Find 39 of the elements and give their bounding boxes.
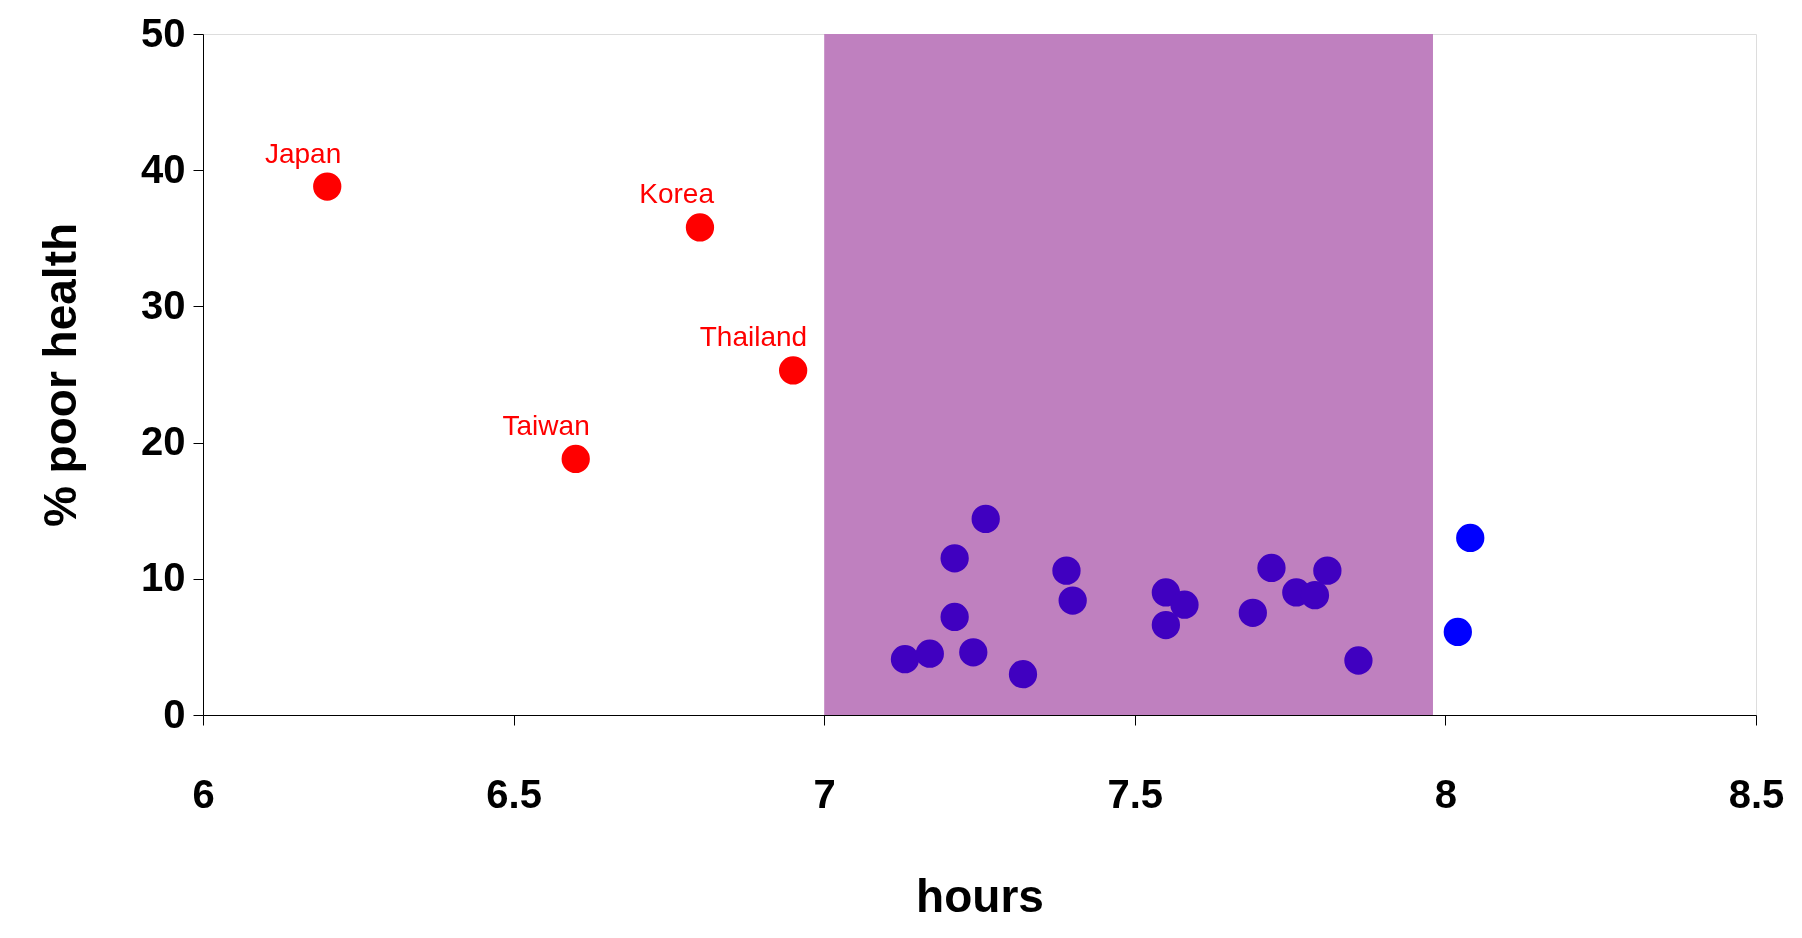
point [890,645,920,674]
point [1052,556,1081,585]
point [915,639,944,668]
y-tick-label: 20 [141,419,186,464]
point [1257,553,1286,583]
point [313,172,342,201]
x-tick-label: 8 [1434,771,1458,816]
x-tick-label: 6 [192,771,215,816]
x-tick-label: 8.5 [1728,771,1785,816]
point [685,213,715,242]
point [959,638,988,667]
point [1443,617,1472,647]
point [561,444,590,474]
point [1344,646,1373,675]
point [1058,586,1087,615]
x-tick-label: 6.5 [486,771,542,816]
y-tick-label: 30 [141,282,186,327]
point [971,504,1000,533]
point [1170,590,1199,619]
annotation: Japan [264,137,342,169]
annotation: Taiwan [502,409,590,441]
y-tick-label: 0 [163,691,186,736]
point [940,602,969,632]
y-tick-label: 40 [141,146,186,191]
point [779,356,808,385]
y-axis-title: % poor health [34,222,87,528]
x-tick-label: 7 [813,771,836,816]
x-tick-label: 7.5 [1107,771,1164,816]
x-axis-title: hours [916,869,1044,922]
point [1313,556,1342,585]
point [940,544,969,573]
point [1008,660,1038,689]
y-tick-label: 50 [141,10,186,55]
annotation: Thailand [699,321,808,353]
point [1456,523,1485,553]
annotation: Korea [639,178,715,210]
y-tick-label: 10 [141,555,186,600]
point [1151,610,1180,640]
point [1238,598,1267,627]
